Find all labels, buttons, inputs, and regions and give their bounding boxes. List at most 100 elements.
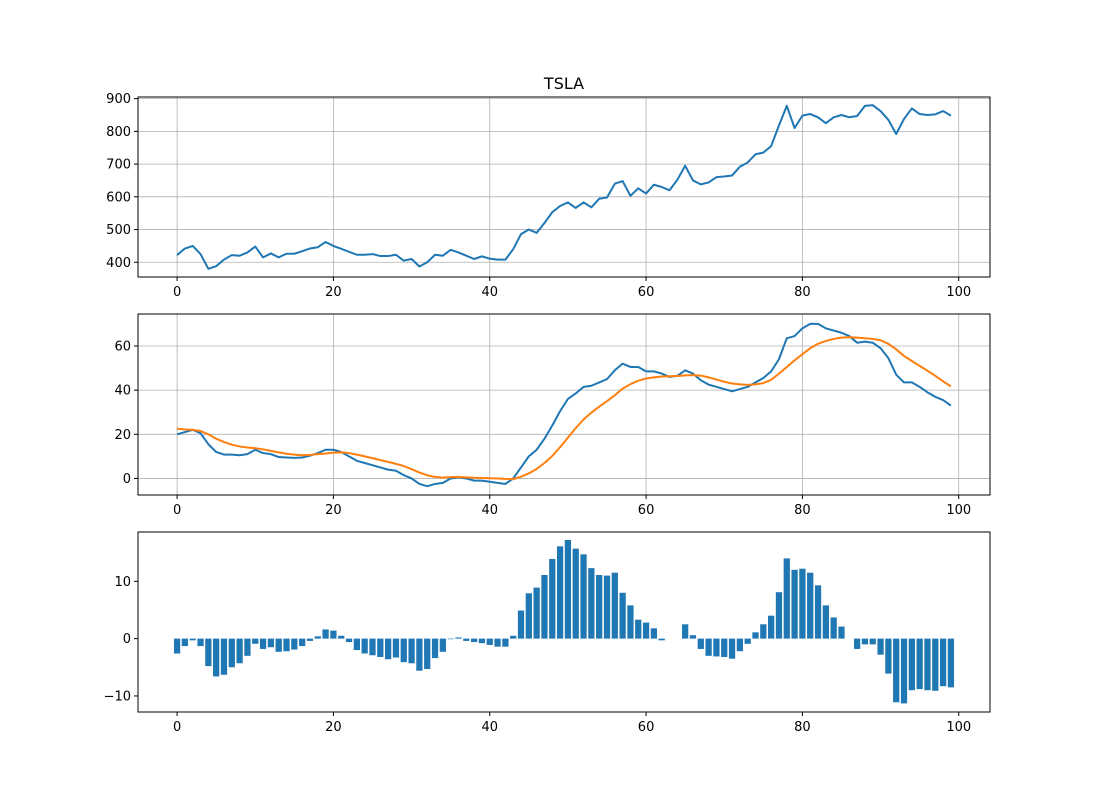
y-tick-label: 900 (106, 92, 131, 107)
histogram-bar (658, 638, 665, 641)
x-tick-label: 20 (325, 285, 342, 300)
histogram-bar (627, 605, 634, 639)
histogram-bar (392, 638, 400, 658)
y-tick-label: 40 (114, 384, 131, 399)
histogram-bar (259, 638, 267, 649)
histogram-bar (783, 558, 790, 639)
histogram-bar (736, 638, 743, 652)
histogram-bar (455, 637, 462, 639)
price-panel: 0 20 40 60 80 100 400 500 600 700 800 900 TSLA (106, 74, 991, 300)
histogram-bar (924, 638, 931, 691)
y-tick-label: 400 (106, 256, 131, 271)
histogram-bar (744, 638, 751, 644)
histogram-bar (564, 540, 572, 639)
histogram-bar (447, 638, 454, 640)
x-tick-label: 60 (638, 285, 655, 300)
histogram-bar (768, 615, 775, 639)
histogram-bar (181, 638, 189, 647)
histogram-bar (861, 638, 869, 645)
histogram-bar (173, 638, 181, 654)
histogram-bar (916, 638, 923, 690)
x-tick-label: 80 (794, 503, 811, 518)
histogram-bar (330, 630, 337, 639)
x-tick-label: 0 (173, 720, 181, 735)
histogram-bar (775, 592, 783, 639)
histogram-bar (705, 638, 712, 656)
histogram-bar (611, 572, 618, 639)
histogram-bar (439, 638, 446, 652)
histogram-bar (494, 638, 501, 647)
histogram-bar (549, 558, 556, 639)
histogram-bar (893, 638, 900, 703)
indicator-panel: 0 20 40 60 80 100 0 20 40 60 (114, 313, 991, 518)
histogram-bar (760, 624, 767, 639)
histogram-bar (197, 638, 204, 647)
x-tick-label: 40 (481, 720, 498, 735)
histogram-bar (814, 585, 822, 639)
y-tick-label: 600 (106, 190, 131, 205)
histogram-bar (463, 638, 470, 641)
histogram-bar (682, 624, 689, 639)
histogram-bar (252, 638, 259, 644)
x-tick-label: 20 (325, 720, 342, 735)
histogram-bar (799, 568, 806, 639)
histogram-bar (213, 638, 220, 677)
histogram-bar (385, 638, 392, 660)
x-tick-label: 80 (794, 720, 811, 735)
histogram-bar (267, 638, 275, 648)
histogram-bar (361, 638, 368, 654)
histogram-bar (908, 638, 915, 691)
histogram-bar (244, 638, 251, 656)
histogram-bar (314, 636, 321, 639)
histogram-bar (416, 638, 423, 671)
histogram-bar (525, 593, 532, 639)
histogram-bar (713, 638, 720, 657)
histogram-bar (400, 638, 407, 663)
histogram-bar (478, 638, 486, 644)
histogram-bar (603, 575, 611, 639)
y-tick-label: 800 (106, 125, 131, 140)
y-tick-label: 500 (106, 223, 131, 238)
histogram-bar (338, 635, 345, 639)
histogram-bar (838, 626, 845, 639)
histogram-bar (869, 638, 876, 645)
histogram-bar (424, 638, 431, 670)
y-tick-label: −10 (104, 689, 131, 704)
series-line-0 (176, 104, 952, 270)
histogram-bar (807, 572, 814, 639)
histogram-bar (533, 587, 540, 639)
histogram-panel: 0 20 40 60 80 100 −10 0 10 (104, 531, 991, 735)
x-tick-label: 40 (481, 503, 498, 518)
histogram-bar (588, 568, 595, 639)
x-tick-label: 0 (173, 285, 181, 300)
series-line-1 (176, 336, 952, 481)
histogram-bar (580, 554, 587, 639)
histogram-bar (556, 546, 564, 639)
histogram-bar (619, 592, 626, 639)
histogram-bar (431, 638, 439, 659)
histogram-bar (486, 638, 493, 645)
histogram-bar (596, 574, 603, 639)
x-tick-label: 100 (946, 285, 971, 300)
histogram-bar (299, 638, 306, 647)
histogram-bar (752, 632, 759, 639)
histogram-bar (721, 638, 728, 657)
x-tick-label: 20 (325, 503, 342, 518)
histogram-bar (470, 638, 478, 643)
histogram-bar (283, 638, 290, 652)
histogram-bar (939, 638, 947, 687)
histogram-bar (947, 638, 955, 688)
axes-frame (137, 531, 991, 713)
histogram-bar (517, 610, 525, 639)
histogram-bar (877, 638, 884, 655)
x-tick-label: 60 (638, 720, 655, 735)
series-line-0 (176, 322, 952, 488)
y-tick-label: 10 (114, 575, 131, 590)
axes-frame (137, 96, 991, 278)
histogram-bar (822, 605, 829, 639)
y-tick-label: 700 (106, 158, 131, 173)
x-tick-label: 100 (946, 720, 971, 735)
x-tick-label: 60 (638, 503, 655, 518)
histogram-bar (791, 569, 798, 639)
